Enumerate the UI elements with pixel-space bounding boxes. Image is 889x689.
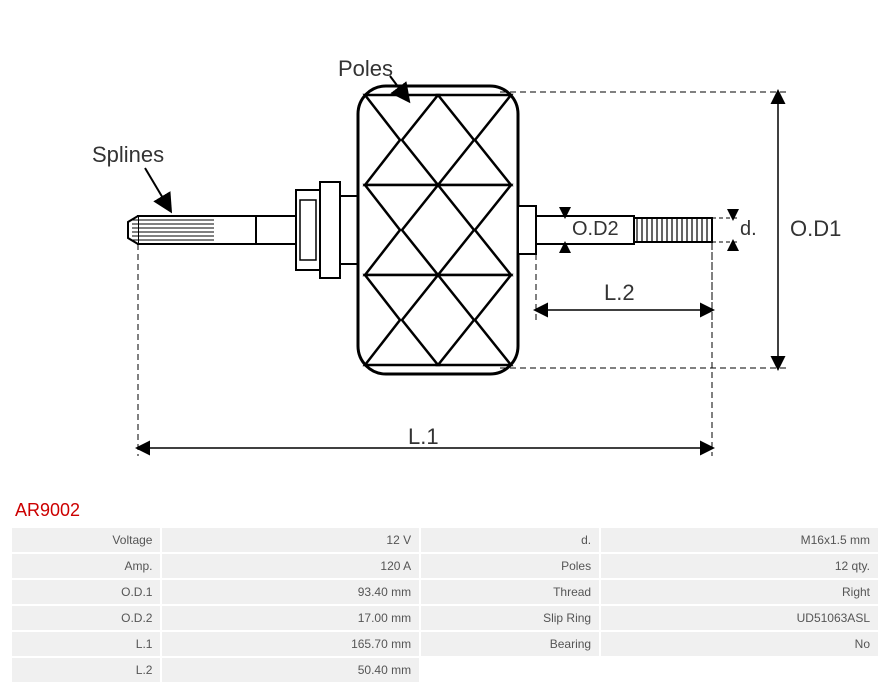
splines-label: Splines — [92, 142, 164, 168]
spec-value: M16x1.5 mm — [601, 528, 878, 552]
od1-label: O.D1 — [790, 216, 841, 242]
spec-value: No — [601, 632, 878, 656]
l2-label: L.2 — [604, 280, 635, 306]
specs-tbody: Voltage12 Vd.M16x1.5 mmAmp.120 APoles12 … — [12, 528, 878, 682]
spec-key — [421, 658, 599, 682]
table-row: L.1165.70 mmBearingNo — [12, 632, 878, 656]
spec-value: 12 V — [162, 528, 419, 552]
spec-value — [601, 658, 878, 682]
spec-value: 93.40 mm — [162, 580, 419, 604]
spec-key: Thread — [421, 580, 599, 604]
table-row: L.250.40 mm — [12, 658, 878, 682]
spec-key: L.1 — [12, 632, 160, 656]
table-row: Amp.120 APoles12 qty. — [12, 554, 878, 578]
spec-value: Right — [601, 580, 878, 604]
part-number: AR9002 — [15, 500, 80, 521]
od2-label: O.D2 — [572, 218, 619, 241]
l1-label: L.1 — [408, 424, 439, 450]
table-row: O.D.217.00 mmSlip RingUD51063ASL — [12, 606, 878, 630]
spec-value: 12 qty. — [601, 554, 878, 578]
d-label: d. — [740, 218, 757, 241]
table-row: Voltage12 Vd.M16x1.5 mm — [12, 528, 878, 552]
poles-label: Poles — [338, 56, 393, 82]
spec-key: Voltage — [12, 528, 160, 552]
spec-key: Poles — [421, 554, 599, 578]
spec-key: Bearing — [421, 632, 599, 656]
spec-value: UD51063ASL — [601, 606, 878, 630]
spec-key: O.D.1 — [12, 580, 160, 604]
rotor-diagram: Poles Splines O.D1 O.D2 d. L.1 L.2 — [0, 0, 889, 490]
spec-key: Amp. — [12, 554, 160, 578]
table-row: O.D.193.40 mmThreadRight — [12, 580, 878, 604]
specs-table: Voltage12 Vd.M16x1.5 mmAmp.120 APoles12 … — [10, 526, 880, 684]
spec-value: 120 A — [162, 554, 419, 578]
spec-key: O.D.2 — [12, 606, 160, 630]
spec-key: Slip Ring — [421, 606, 599, 630]
spec-value: 165.70 mm — [162, 632, 419, 656]
spec-key: d. — [421, 528, 599, 552]
spec-value: 17.00 mm — [162, 606, 419, 630]
spec-value: 50.40 mm — [162, 658, 419, 682]
spec-key: L.2 — [12, 658, 160, 682]
